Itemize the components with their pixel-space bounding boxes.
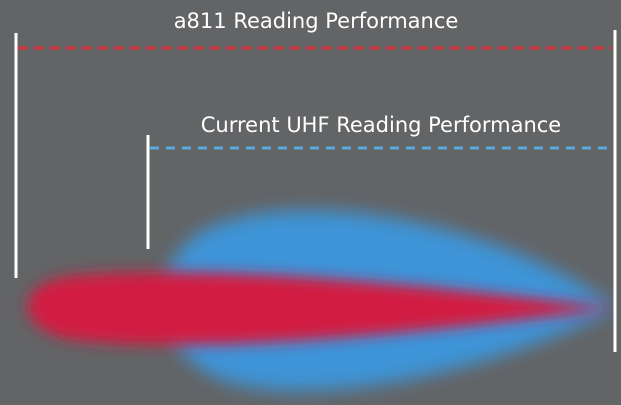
a811-label: a811 Reading Performance (174, 9, 459, 33)
page: a811 Reading Performance Current UHF Rea… (0, 0, 621, 405)
uhf-label: Current UHF Reading Performance (201, 113, 561, 137)
diagram: a811 Reading Performance Current UHF Rea… (0, 0, 621, 405)
